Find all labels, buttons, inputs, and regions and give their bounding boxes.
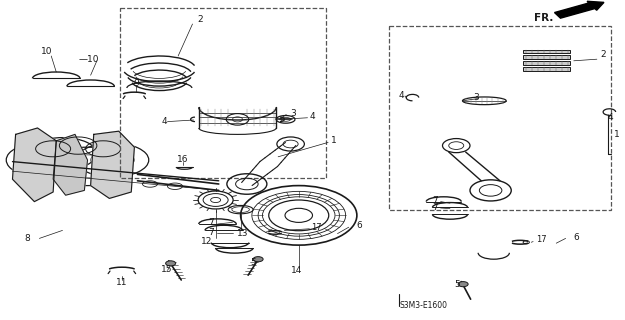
Text: 6: 6 xyxy=(573,233,579,242)
Circle shape xyxy=(253,257,263,262)
Text: FR.: FR. xyxy=(534,12,553,23)
Polygon shape xyxy=(12,128,56,202)
Text: 5: 5 xyxy=(454,280,460,289)
Text: 4: 4 xyxy=(309,112,315,121)
Text: 9: 9 xyxy=(133,79,139,88)
Text: 4: 4 xyxy=(399,91,404,100)
Text: 16: 16 xyxy=(177,155,188,164)
Text: 17: 17 xyxy=(311,223,322,232)
Bar xyxy=(524,50,571,53)
Text: 5: 5 xyxy=(250,258,256,267)
Circle shape xyxy=(166,261,176,266)
Bar xyxy=(120,8,326,178)
Text: 12: 12 xyxy=(201,237,212,246)
Text: 7: 7 xyxy=(208,228,214,237)
Text: 8: 8 xyxy=(24,234,30,243)
Bar xyxy=(524,61,571,65)
Text: 14: 14 xyxy=(291,266,302,275)
Text: 4: 4 xyxy=(161,117,167,126)
Polygon shape xyxy=(91,131,134,198)
Circle shape xyxy=(458,282,468,287)
Text: 1: 1 xyxy=(614,130,619,139)
Bar xyxy=(524,55,571,59)
Polygon shape xyxy=(53,134,88,195)
Text: 3: 3 xyxy=(474,93,479,102)
Text: 7: 7 xyxy=(208,218,214,227)
Text: 13: 13 xyxy=(237,229,248,238)
Text: 1: 1 xyxy=(331,136,337,145)
Text: 15: 15 xyxy=(161,265,172,274)
Text: 7: 7 xyxy=(432,203,438,212)
Text: 10: 10 xyxy=(41,47,52,56)
Text: 4: 4 xyxy=(608,113,613,122)
Text: S3M3-E1600: S3M3-E1600 xyxy=(400,301,448,310)
Text: 6: 6 xyxy=(356,221,362,230)
Text: —10: —10 xyxy=(78,55,99,64)
FancyArrow shape xyxy=(554,1,604,18)
Text: 11: 11 xyxy=(116,278,128,287)
Text: 7: 7 xyxy=(432,196,438,205)
Text: 17: 17 xyxy=(536,235,547,244)
Bar xyxy=(524,67,571,71)
Text: 3: 3 xyxy=(291,109,296,118)
Text: 2: 2 xyxy=(197,15,202,24)
Bar xyxy=(389,26,611,210)
Text: 2: 2 xyxy=(600,50,606,59)
